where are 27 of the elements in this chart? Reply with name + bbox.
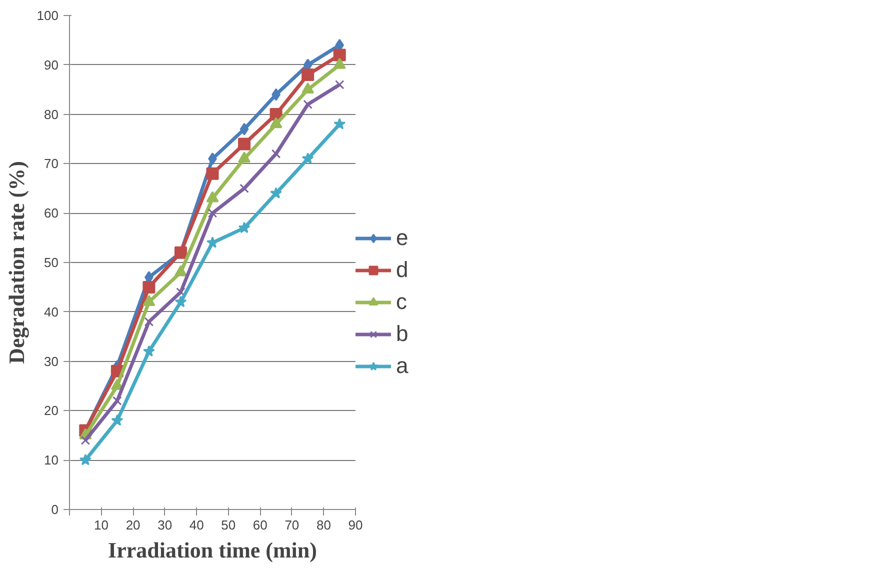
y-tick-label: 80	[44, 106, 59, 122]
x-tick-label: 40	[189, 518, 204, 532]
y-tick-label: 60	[44, 206, 59, 221]
y-tick-label: 30	[44, 354, 59, 369]
y-tick-label: 90	[44, 57, 59, 72]
y-tick-label: 50	[44, 255, 59, 270]
y-tick-label: 0	[51, 502, 59, 517]
y-tick-label: 40	[44, 304, 59, 320]
x-tick-label: 80	[316, 518, 331, 532]
x-tick-label: 50	[221, 518, 236, 532]
x-tick-label: 30	[158, 518, 172, 532]
x-tick-label: 10	[94, 518, 109, 532]
y-tick-label: 20	[44, 403, 59, 418]
legend-label: e	[396, 225, 410, 251]
x-axis-title: Irradiation time (min)	[108, 538, 317, 562]
legend-label: c	[396, 289, 408, 315]
legend-label: d	[396, 257, 410, 283]
legend-label: a	[396, 353, 410, 379]
y-tick-label: 70	[44, 156, 59, 172]
y-axis-title: Degradation rate (%)	[4, 161, 29, 364]
y-tick-label: 100	[36, 8, 59, 23]
x-tick-label: 70	[284, 518, 300, 532]
x-tick-label: 60	[252, 518, 268, 532]
x-tick-label: 90	[348, 518, 363, 532]
x-tick-label: 20	[126, 518, 140, 532]
y-tick-label: 10	[44, 452, 59, 468]
legend-label: b	[396, 321, 410, 347]
